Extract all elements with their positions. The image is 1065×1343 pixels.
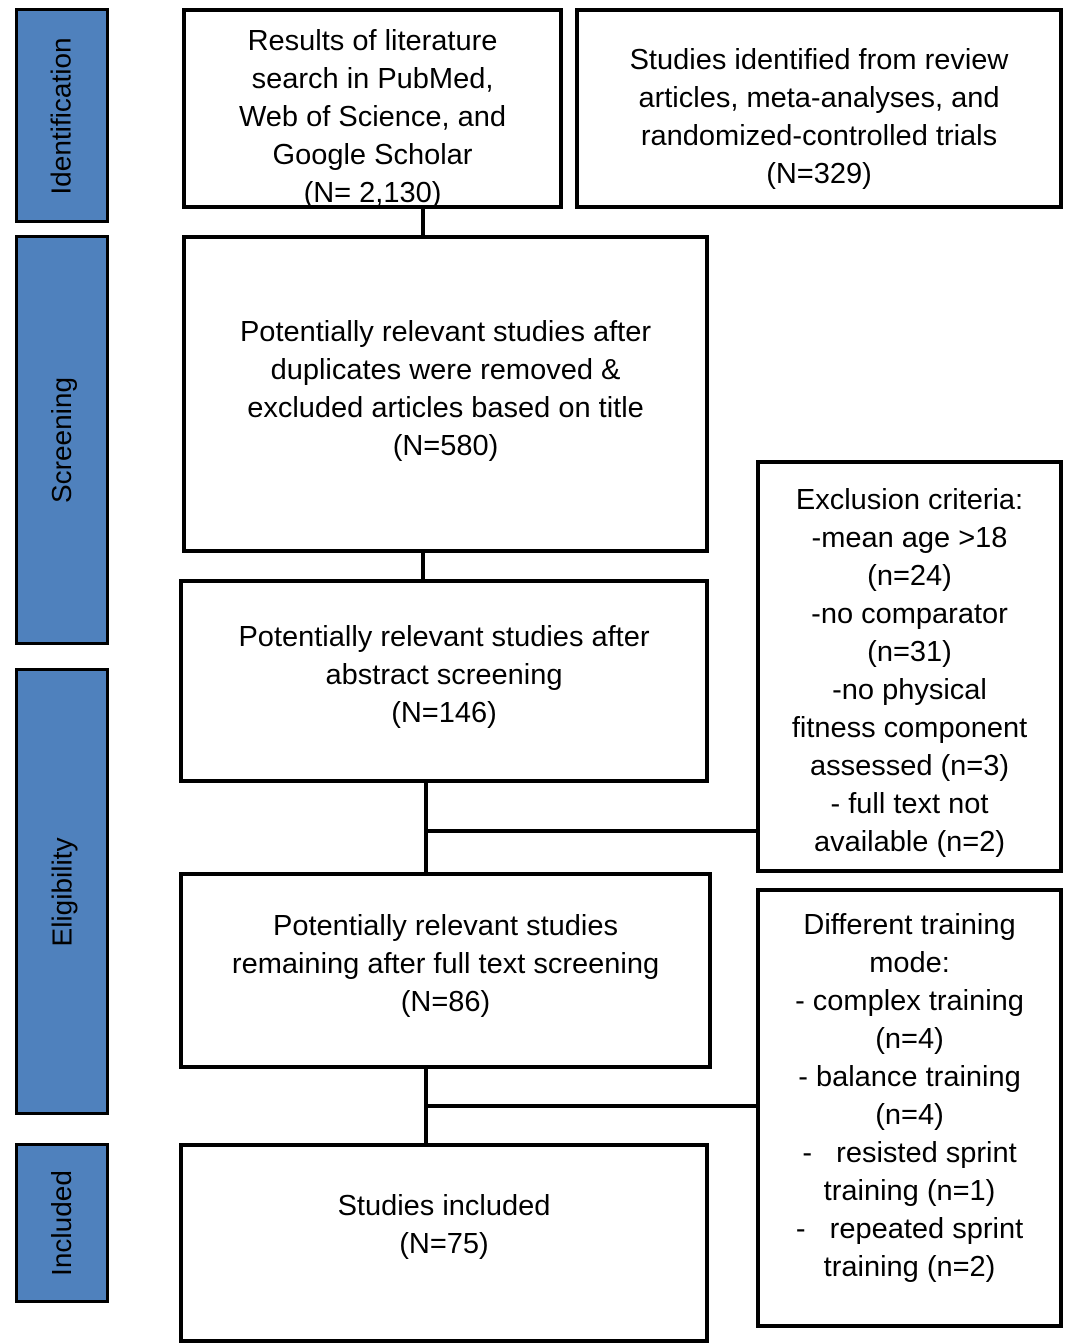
connector-search-to-screening [421,206,425,238]
box-training-mode: Different training mode: - complex train… [756,888,1063,1328]
training-mode-line-7: - resisted sprint [802,1137,1017,1169]
stage-included-label: Included [46,1170,77,1276]
after-abstract-line-1: Potentially relevant studies after [238,621,650,653]
training-mode-line-9: - repeated sprint [795,1213,1024,1245]
included-line-1: Studies included [337,1190,551,1222]
literature-search-line-3: Web of Science, and [238,101,507,133]
literature-search-line-4: Google Scholar [272,139,473,171]
box-after-duplicates: Potentially relevant studies after dupli… [182,235,709,553]
exclusion-criteria-line-6: -no physical [832,674,987,706]
box-exclusion-criteria: Exclusion criteria: -mean age >18 (n=24)… [756,460,1063,873]
connector-abstract-to-fulltext [424,780,428,875]
other-sources-count: (N=329) [766,158,872,190]
other-sources-line-2: articles, meta-analyses, and [638,82,1000,114]
literature-search-line-2: search in PubMed, [251,63,494,95]
after-fulltext-line-2: remaining after full text screening [231,947,660,980]
after-duplicates-count: (N=580) [392,430,499,462]
training-mode-line-4: (n=4) [875,1023,944,1055]
included-count: (N=75) [399,1228,489,1260]
stage-eligibility: Eligibility [15,668,109,1115]
box-after-fulltext: Potentially relevant studies remaining a… [179,872,712,1069]
stage-screening-label: Screening [46,376,77,504]
exclusion-criteria-line-3: (n=24) [867,560,952,592]
stage-identification-label: Identification [46,36,77,195]
training-mode-line-5: - balance training [798,1061,1021,1093]
box-after-abstract: Potentially relevant studies after abstr… [179,579,709,783]
exclusion-criteria-line-5: (n=31) [867,636,952,668]
connector-to-exclusion-criteria [424,829,760,833]
connector-screening-to-abstract [421,550,425,582]
exclusion-criteria-line-9: - full text not [830,788,989,820]
exclusion-criteria-line-2: -mean age >18 [811,522,1008,554]
stage-screening: Screening [15,235,109,645]
training-mode-line-3: - complex training [795,985,1024,1017]
connector-to-training-mode [424,1104,760,1108]
exclusion-criteria-title: Exclusion criteria: [795,484,1024,516]
training-mode-line-2: mode: [869,947,950,979]
training-mode-title: Different training [803,909,1016,941]
after-duplicates-line-3: excluded articles based on title [247,392,644,424]
exclusion-criteria-line-10: available (n=2) [813,826,1006,858]
training-mode-line-10: training (n=2) [823,1251,996,1283]
after-duplicates-line-1: Potentially relevant studies after [239,316,652,348]
literature-search-count: (N= 2,130) [303,177,442,209]
exclusion-criteria-line-4: -no comparator [811,598,1008,630]
after-abstract-count: (N=146) [391,697,497,729]
box-literature-search: Results of literature search in PubMed, … [182,8,563,209]
literature-search-line-1: Results of literature [247,25,498,57]
training-mode-line-8: training (n=1) [823,1175,996,1207]
after-duplicates-line-2: duplicates were removed & [270,354,621,386]
after-abstract-line-2: abstract screening [325,659,563,691]
exclusion-criteria-line-8: assessed (n=3) [809,750,1010,782]
training-mode-line-6: (n=4) [875,1099,944,1131]
exclusion-criteria-line-7: fitness component [791,712,1028,744]
stage-eligibility-label: Eligibility [46,837,77,946]
stage-included: Included [15,1143,109,1303]
other-sources-line-1: Studies identified from review [629,44,1009,76]
box-other-sources: Studies identified from review articles,… [575,8,1063,209]
after-fulltext-count: (N=86) [400,985,491,1018]
after-fulltext-line-1: Potentially relevant studies [273,909,618,942]
stage-identification: Identification [15,8,109,223]
box-included: Studies included (N=75) [179,1143,709,1343]
other-sources-line-3: randomized-controlled trials [640,120,998,152]
